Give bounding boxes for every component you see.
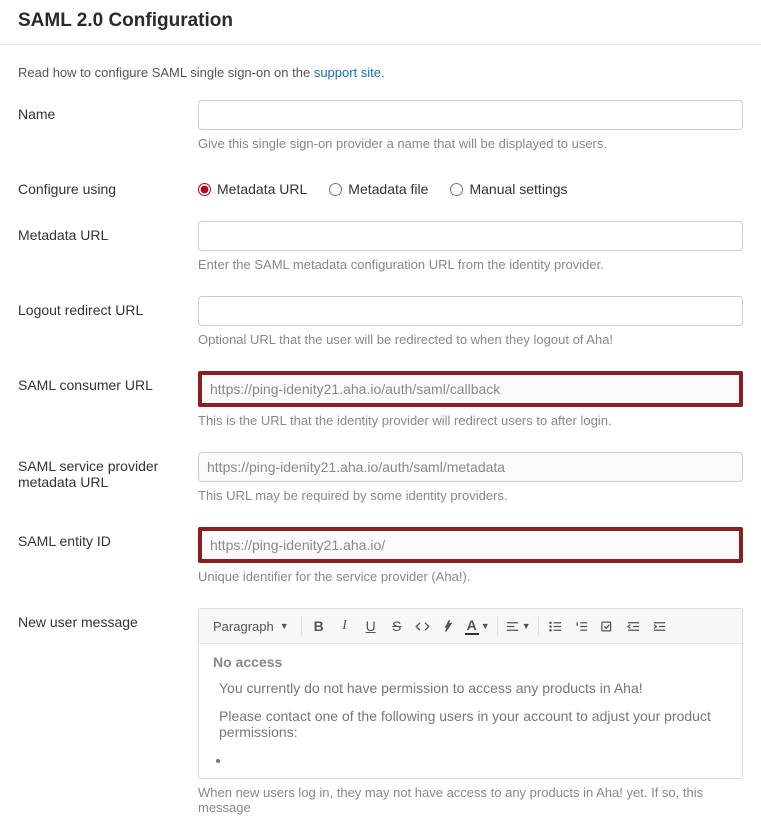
page-title: SAML 2.0 Configuration [0,0,761,44]
new-user-msg-label: New user message [18,608,198,630]
italic-button[interactable]: I [332,613,358,639]
name-input[interactable] [198,100,743,130]
editor-line-2: Please contact one of the following user… [219,708,728,740]
support-site-link[interactable]: support site [314,65,381,80]
number-list-button[interactable] [569,613,595,639]
chevron-down-icon: ▼ [481,621,490,631]
intro-text: Read how to configure SAML single sign-o… [18,65,743,80]
entity-id-highlight [198,527,743,563]
bold-button[interactable]: B [306,613,332,639]
editor-body[interactable]: No access You currently do not have perm… [199,644,742,778]
sp-metadata-input[interactable] [198,452,743,482]
rich-text-editor: Paragraph ▼ B I U S A▼ ▼ [198,608,743,779]
outdent-button[interactable] [621,613,647,639]
format-dropdown-label: Paragraph [213,619,274,634]
sp-metadata-help: This URL may be required by some identit… [198,488,743,503]
radio-manual-settings-label: Manual settings [469,181,567,197]
format-dropdown[interactable]: Paragraph ▼ [205,613,297,639]
clear-format-button[interactable] [436,613,462,639]
chevron-down-icon: ▼ [522,621,531,631]
separator [301,616,302,636]
chevron-down-icon: ▼ [280,621,289,631]
entity-id-help: Unique identifier for the service provid… [198,569,743,584]
radio-metadata-url-label: Metadata URL [217,181,307,197]
separator [497,616,498,636]
editor-bullet-empty [231,752,728,768]
editor-toolbar: Paragraph ▼ B I U S A▼ ▼ [199,609,742,644]
logout-url-label: Logout redirect URL [18,296,198,318]
radio-manual-settings[interactable]: Manual settings [450,181,567,197]
radio-manual-settings-input[interactable] [450,183,463,196]
divider [0,44,761,45]
logout-url-help: Optional URL that the user will be redir… [198,332,743,347]
name-label: Name [18,100,198,122]
editor-line-1: You currently do not have permission to … [219,680,728,696]
configure-label: Configure using [18,175,198,197]
radio-metadata-url[interactable]: Metadata URL [198,181,307,197]
strikethrough-button[interactable]: S [384,613,410,639]
name-help: Give this single sign-on provider a name… [198,136,743,151]
code-button[interactable] [410,613,436,639]
metadata-url-help: Enter the SAML metadata configuration UR… [198,257,743,272]
editor-heading: No access [213,654,728,670]
logout-url-input[interactable] [198,296,743,326]
metadata-url-label: Metadata URL [18,221,198,243]
radio-metadata-file-label: Metadata file [348,181,428,197]
entity-id-input[interactable] [202,531,739,559]
intro-suffix: . [381,65,385,80]
new-user-msg-help: When new users log in, they may not have… [198,785,743,815]
bullet-list-button[interactable] [543,613,569,639]
indent-button[interactable] [647,613,673,639]
consumer-url-label: SAML consumer URL [18,371,198,393]
sp-metadata-label: SAML service provider metadata URL [18,452,198,490]
text-color-button[interactable]: A▼ [462,613,493,639]
consumer-url-highlight [198,371,743,407]
underline-button[interactable]: U [358,613,384,639]
radio-metadata-file-input[interactable] [329,183,342,196]
align-button[interactable]: ▼ [502,613,534,639]
checklist-button[interactable] [595,613,621,639]
entity-id-label: SAML entity ID [18,527,198,549]
radio-metadata-url-input[interactable] [198,183,211,196]
separator [538,616,539,636]
intro-prefix: Read how to configure SAML single sign-o… [18,65,314,80]
consumer-url-input[interactable] [202,375,739,403]
radio-metadata-file[interactable]: Metadata file [329,181,428,197]
metadata-url-input[interactable] [198,221,743,251]
consumer-url-help: This is the URL that the identity provid… [198,413,743,428]
